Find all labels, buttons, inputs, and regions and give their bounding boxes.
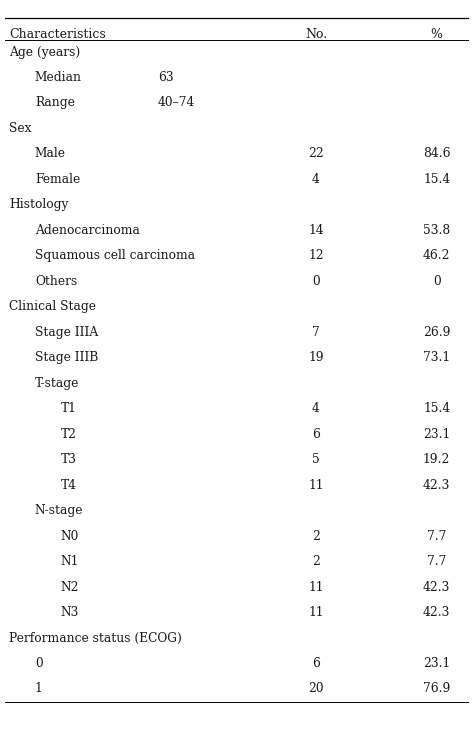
Text: Range: Range	[35, 96, 75, 110]
Text: 2: 2	[312, 555, 320, 568]
Text: T4: T4	[61, 479, 76, 492]
Text: %: %	[431, 28, 443, 41]
Text: 20: 20	[308, 683, 324, 695]
Text: 7.7: 7.7	[427, 530, 447, 542]
Text: 14: 14	[308, 224, 324, 237]
Text: 4: 4	[312, 402, 320, 415]
Text: Clinical Stage: Clinical Stage	[9, 300, 96, 313]
Text: 5: 5	[312, 453, 320, 466]
Text: 0: 0	[312, 275, 320, 288]
Text: 26.9: 26.9	[423, 326, 450, 339]
Text: 46.2: 46.2	[423, 249, 450, 262]
Text: 23.1: 23.1	[423, 428, 450, 441]
Text: Female: Female	[35, 173, 80, 186]
Text: 11: 11	[308, 606, 324, 619]
Text: 15.4: 15.4	[423, 402, 450, 415]
Text: 19.2: 19.2	[423, 453, 450, 466]
Text: Adenocarcinoma: Adenocarcinoma	[35, 224, 140, 237]
Text: Stage IIIB: Stage IIIB	[35, 351, 98, 365]
Text: N0: N0	[61, 530, 79, 542]
Text: 19: 19	[308, 351, 324, 365]
Text: Others: Others	[35, 275, 77, 288]
Text: Squamous cell carcinoma: Squamous cell carcinoma	[35, 249, 195, 262]
Text: N3: N3	[61, 606, 79, 619]
Text: 84.6: 84.6	[423, 147, 450, 161]
Text: Characteristics: Characteristics	[9, 28, 106, 41]
Text: 4: 4	[312, 173, 320, 186]
Text: 53.8: 53.8	[423, 224, 450, 237]
Text: 42.3: 42.3	[423, 580, 450, 594]
Text: 22: 22	[308, 147, 324, 161]
Text: T1: T1	[61, 402, 76, 415]
Text: 0: 0	[35, 657, 43, 670]
Text: 12: 12	[308, 249, 324, 262]
Text: 23.1: 23.1	[423, 657, 450, 670]
Text: T2: T2	[61, 428, 76, 441]
Text: N-stage: N-stage	[35, 504, 83, 517]
Text: 40–74: 40–74	[158, 96, 195, 110]
Text: 6: 6	[312, 657, 320, 670]
Text: Median: Median	[35, 71, 82, 84]
Text: 15.4: 15.4	[423, 173, 450, 186]
Text: Performance status (ECOG): Performance status (ECOG)	[9, 631, 182, 645]
Text: N2: N2	[61, 580, 79, 594]
Text: Histology: Histology	[9, 199, 69, 211]
Text: 73.1: 73.1	[423, 351, 450, 365]
Text: Stage IIIA: Stage IIIA	[35, 326, 98, 339]
Text: 7.7: 7.7	[427, 555, 447, 568]
Text: 7: 7	[312, 326, 320, 339]
Text: No.: No.	[305, 28, 327, 41]
Text: T-stage: T-stage	[35, 376, 79, 390]
Text: 63: 63	[158, 71, 173, 84]
Text: 76.9: 76.9	[423, 683, 450, 695]
Text: 0: 0	[433, 275, 441, 288]
Text: 11: 11	[308, 479, 324, 492]
Text: 6: 6	[312, 428, 320, 441]
Text: Age (years): Age (years)	[9, 46, 81, 58]
Text: Sex: Sex	[9, 122, 32, 135]
Text: 2: 2	[312, 530, 320, 542]
Text: N1: N1	[61, 555, 79, 568]
Text: 1: 1	[35, 683, 43, 695]
Text: T3: T3	[61, 453, 76, 466]
Text: 42.3: 42.3	[423, 479, 450, 492]
Text: 11: 11	[308, 580, 324, 594]
Text: Male: Male	[35, 147, 66, 161]
Text: 42.3: 42.3	[423, 606, 450, 619]
